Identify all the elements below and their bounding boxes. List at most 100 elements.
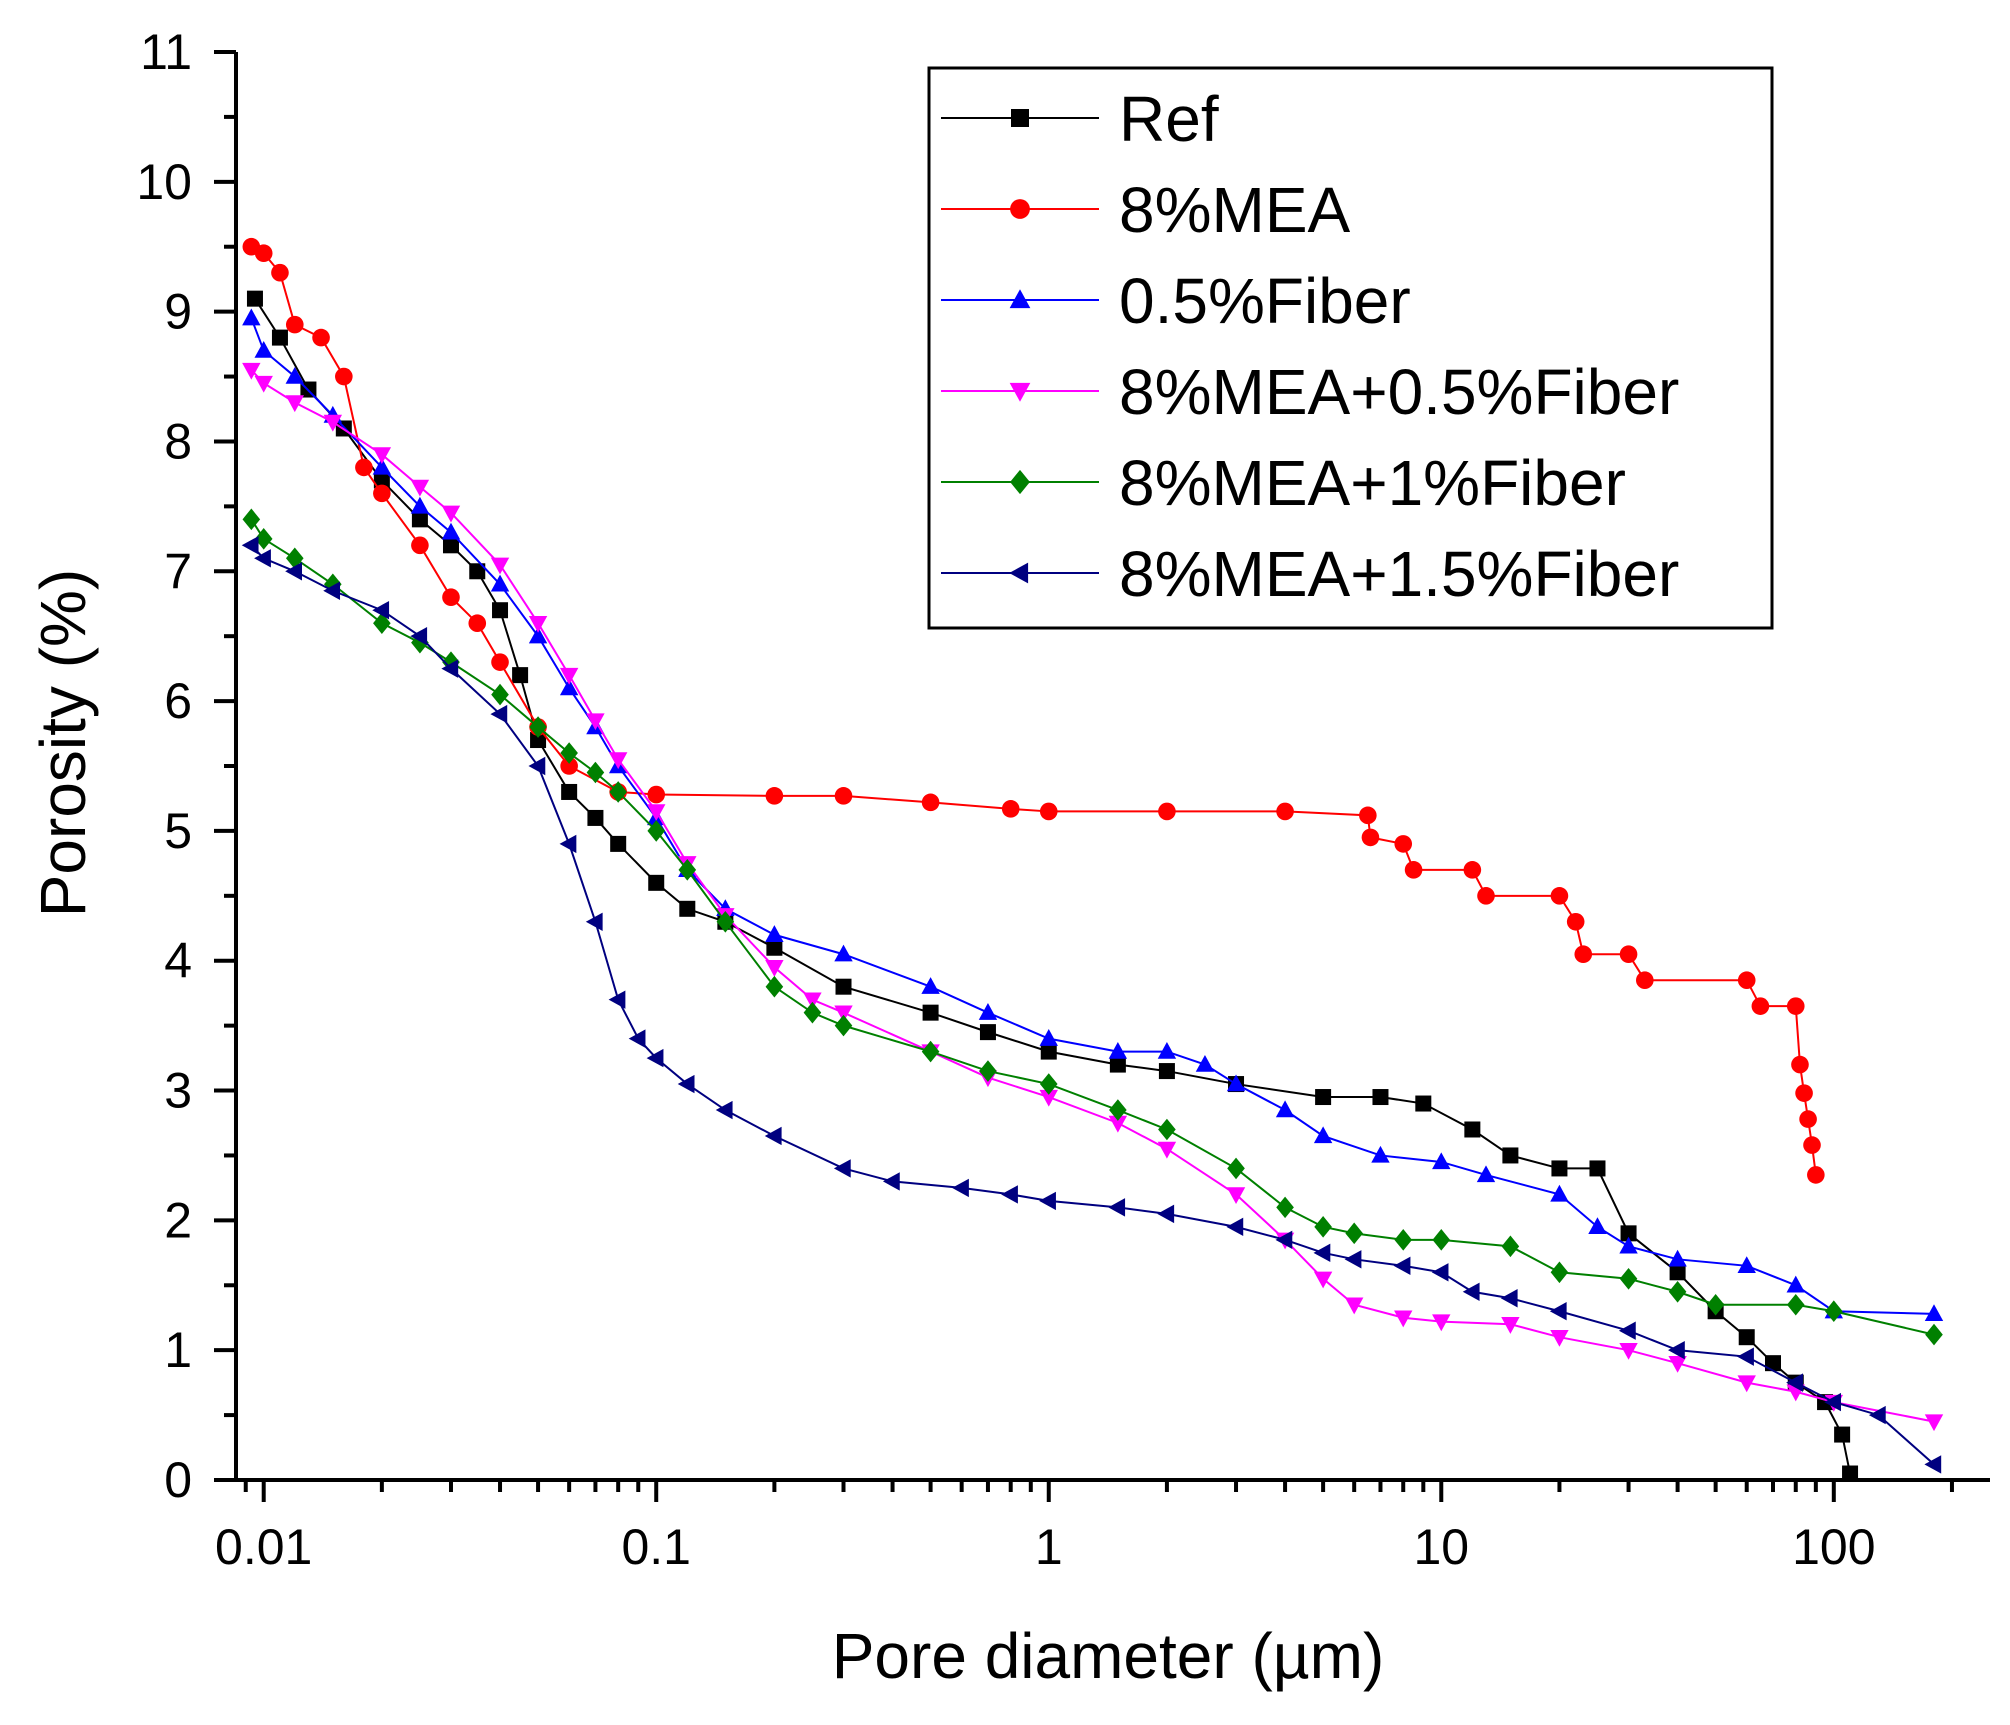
- legend-label: 8%MEA+1%Fiber: [1119, 447, 1626, 519]
- y-tick-label: 5: [164, 803, 192, 859]
- data-point: [1432, 1152, 1451, 1170]
- data-point: [410, 626, 428, 646]
- data-point: [677, 1074, 695, 1094]
- data-point: [1109, 1099, 1127, 1121]
- data-point: [1834, 1426, 1851, 1443]
- data-point: [1786, 1275, 1805, 1293]
- data-point: [1345, 1222, 1363, 1245]
- x-tick-label: 1: [1035, 1519, 1063, 1575]
- data-point: [441, 505, 461, 523]
- data-point: [1195, 1054, 1215, 1072]
- legend-label: Ref: [1119, 83, 1219, 155]
- data-point: [1786, 1373, 1803, 1392]
- data-point: [285, 562, 302, 581]
- data-point: [285, 547, 304, 570]
- data-point: [765, 960, 784, 977]
- y-tick-label: 9: [164, 284, 192, 340]
- data-point: [647, 785, 666, 804]
- data-point: [1842, 1465, 1859, 1482]
- data-point: [560, 742, 578, 764]
- data-point: [1668, 1280, 1687, 1303]
- data-point: [1501, 1317, 1520, 1334]
- data-point: [978, 1003, 998, 1020]
- data-point: [254, 528, 273, 550]
- data-point: [492, 602, 509, 619]
- data-point: [1001, 800, 1020, 818]
- data-point: [647, 804, 666, 822]
- data-point: [834, 1005, 853, 1023]
- data-point: [1393, 1256, 1411, 1275]
- data-point: [1668, 1249, 1687, 1267]
- plot-area: [241, 237, 1944, 1482]
- data-point: [679, 900, 696, 917]
- data-point: [1226, 1074, 1246, 1092]
- data-point: [528, 756, 546, 776]
- data-point: [411, 511, 428, 528]
- data-point: [1551, 1160, 1568, 1177]
- series-line: [250, 544, 1935, 1466]
- data-point: [834, 944, 853, 962]
- data-point: [559, 834, 577, 854]
- data-point: [1432, 1229, 1451, 1251]
- data-point: [1619, 1236, 1638, 1254]
- data-point: [1618, 1321, 1636, 1340]
- data-point: [1158, 1118, 1176, 1141]
- data-point: [1636, 971, 1654, 989]
- series-line: [250, 518, 1935, 1336]
- legend-item: Ref: [941, 83, 1219, 155]
- legend-item: 8%MEA+1%Fiber: [941, 447, 1626, 519]
- y-tick-label: 3: [164, 1063, 192, 1119]
- data-point: [1803, 1136, 1821, 1154]
- data-point: [1226, 1217, 1244, 1237]
- data-point: [1157, 1204, 1175, 1224]
- data-point: [803, 992, 822, 1010]
- data-point: [586, 713, 605, 731]
- data-point: [491, 683, 509, 706]
- data-point: [528, 616, 548, 633]
- data-point: [285, 395, 304, 413]
- data-point: [1040, 1043, 1057, 1060]
- data-point: [1039, 1191, 1056, 1211]
- data-point: [1868, 1405, 1886, 1425]
- data-point: [1109, 1056, 1126, 1073]
- data-point: [530, 732, 547, 749]
- data-point: [715, 1100, 733, 1120]
- data-point: [1344, 1250, 1362, 1269]
- data-point: [628, 1029, 646, 1048]
- data-point: [1276, 1196, 1294, 1219]
- data-point: [285, 366, 304, 384]
- data-point: [1372, 1089, 1389, 1106]
- data-point: [1668, 1355, 1687, 1373]
- data-point: [1359, 806, 1377, 825]
- data-point: [285, 315, 304, 334]
- x-tick-label: 0.1: [621, 1519, 691, 1575]
- data-point: [442, 537, 459, 554]
- data-point: [1924, 1455, 1942, 1474]
- data-point: [242, 508, 261, 531]
- data-point: [372, 457, 392, 475]
- data-point: [764, 1126, 782, 1146]
- data-point: [559, 667, 579, 685]
- data-point: [373, 472, 390, 489]
- data-point: [1275, 1100, 1295, 1118]
- legend-item: 8%MEA+1.5%Fiber: [941, 538, 1679, 610]
- data-point: [1619, 945, 1638, 964]
- data-point: [441, 659, 459, 678]
- data-point: [1588, 1217, 1607, 1235]
- legend-label: 8%MEA: [1119, 174, 1351, 246]
- data-point: [1737, 971, 1756, 989]
- data-point: [1313, 1271, 1333, 1289]
- data-point: [1158, 1063, 1175, 1080]
- data-point: [1550, 1184, 1569, 1202]
- data-point: [271, 263, 289, 282]
- data-point: [490, 557, 510, 575]
- series-5: [241, 536, 1942, 1474]
- data-point: [1924, 1304, 1944, 1322]
- data-point: [608, 752, 628, 770]
- data-point: [1795, 1084, 1813, 1102]
- data-point: [1589, 1160, 1606, 1177]
- data-point: [1799, 1110, 1817, 1128]
- data-point: [678, 859, 697, 881]
- data-point: [646, 1048, 664, 1068]
- data-point: [410, 496, 430, 514]
